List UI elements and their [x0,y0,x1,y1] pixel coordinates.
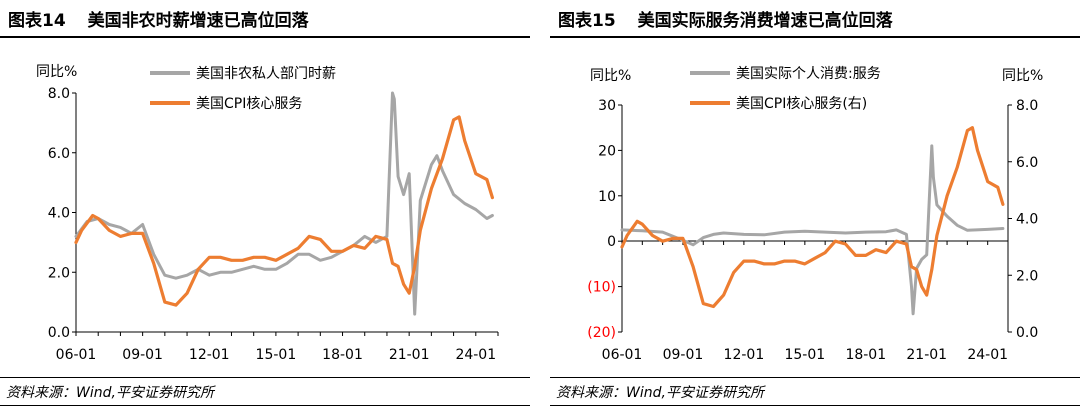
figure-title: 图表14 美国非农时薪增速已高位回落 [8,6,309,31]
y-tick-label: 0.0 [48,325,70,341]
y-right-tick-label: 4.0 [1016,212,1038,228]
x-tick-label: 09-01 [122,347,163,363]
chart-panel-15: 图表15 美国实际服务消费增速已高位回落 30 20 10 0 (10) (20) 8.0 6.… [550,0,1080,418]
legend-label: 美国CPI核心服务(右) [736,96,867,112]
figure-title: 图表15 美国实际服务消费增速已高位回落 [558,6,893,31]
bottom-rule [0,405,530,406]
y-tick-label: (10) [587,280,616,296]
gray-series-line [74,91,494,316]
figure-title-text: 美国非农时薪增速已高位回落 [87,11,309,31]
x-tick-label: 24-01 [967,347,1008,363]
legend-label: 美国CPI核心服务 [196,96,302,112]
chart-14: 0.0 2.0 4.0 6.0 8.0 06-01 09-01 12-01 15-01 18-01… [36,64,499,363]
figure-number: 图表15 [558,11,616,31]
chart-panel-14: 图表14 美国非农时薪增速已高位回落 0.0 2.0 4.0 6.0 8.0 06-01 09… [0,0,530,418]
cpi-core-services-line [74,115,494,307]
x-tick-label: 15-01 [784,347,825,363]
y-axis-unit: 同比% [36,64,77,80]
title-rule [0,36,530,38]
bottom-rule [550,405,1080,406]
x-tick-label: 09-01 [663,347,704,363]
y-right-tick-label: 2.0 [1016,268,1038,284]
source-note: 资料来源：Wind,平安证券研究所 [556,385,764,401]
legend-label: 美国非农私人部门时薪 [196,66,336,82]
x-tick-label: 12-01 [189,347,230,363]
y-tick-label: 30 [598,98,616,114]
y-tick-label: (20) [587,325,616,341]
figure-number: 图表14 [8,11,66,31]
x-tick-label: 24-01 [455,347,496,363]
chart-15: 30 20 10 0 (10) (20) 8.0 6.0 4.0 2.0 0.0 06-01 09-01… [587,66,1043,363]
x-tick-label: 18-01 [845,347,886,363]
cpi-core-services-line [620,126,1005,309]
y-tick-label: 8.0 [48,86,70,102]
title-rule [550,36,1080,38]
x-tick-label: 18-01 [322,347,363,363]
figure-title-text: 美国实际服务消费增速已高位回落 [637,11,893,31]
legend-label: 美国实际个人消费:服务 [736,66,881,82]
x-tick-label: 21-01 [906,347,947,363]
y-tick-label: 4.0 [48,206,70,222]
y-right-tick-label: 8.0 [1016,98,1038,114]
x-tick-label: 21-01 [389,347,430,363]
y-tick-label: 20 [598,143,616,159]
y-right-tick-label: 6.0 [1016,155,1038,171]
x-tick-label: 12-01 [724,347,765,363]
source-rule [550,377,1080,378]
gray-series-line [620,144,1005,316]
y-right-tick-label: 0.0 [1016,325,1038,341]
y-axis-unit-right: 同比% [1002,68,1043,84]
source-note: 资料来源：Wind,平安证券研究所 [6,385,214,401]
y-tick-label: 2.0 [48,265,70,281]
x-tick-label: 15-01 [256,347,297,363]
y-tick-label: 0 [607,234,616,250]
source-rule [0,377,530,378]
y-tick-label: 6.0 [48,146,70,162]
x-tick-label: 06-01 [602,347,643,363]
y-tick-label: 10 [598,189,616,205]
x-tick-label: 06-01 [56,347,97,363]
y-axis-unit: 同比% [590,68,631,84]
